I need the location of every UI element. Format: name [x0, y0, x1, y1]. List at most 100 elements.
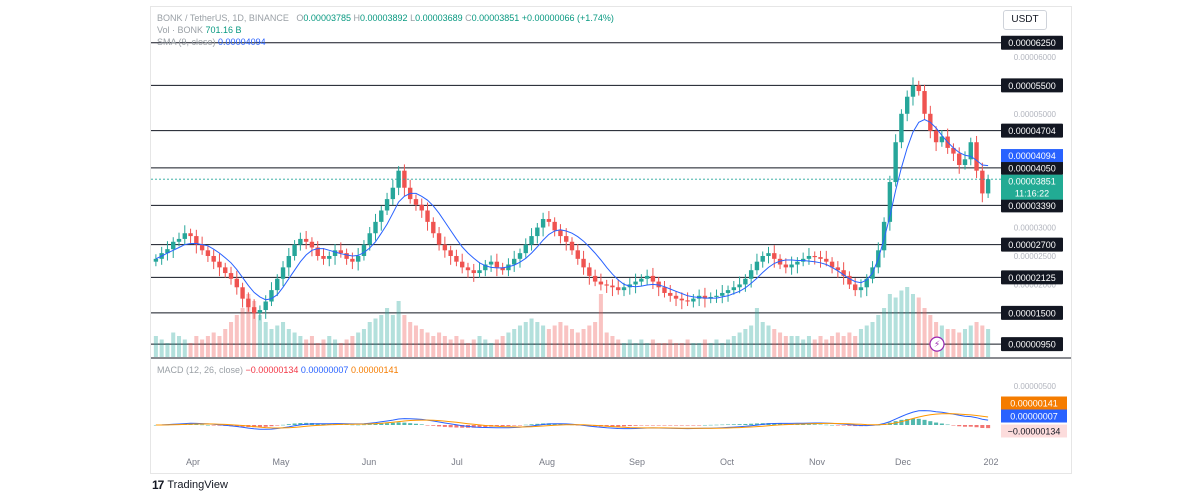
volume-bar: [830, 336, 835, 357]
candle-body: [309, 241, 315, 248]
volume-bar: [304, 339, 309, 357]
macd-label: MACD (12, 26, close): [157, 365, 244, 375]
candle-body: [373, 221, 378, 234]
candle-body: [864, 278, 869, 288]
candle-body: [171, 241, 176, 250]
volume-bar: [315, 343, 320, 357]
candle-body: [483, 264, 488, 271]
x-tick-label: Jul: [451, 457, 463, 467]
candle-body: [980, 170, 985, 194]
macd-histogram-bar: [281, 424, 286, 426]
y-tick-label: 0.00006000: [1014, 53, 1057, 62]
candle-body: [454, 255, 459, 262]
y-tick-label: 0.00005000: [1014, 110, 1057, 119]
volume-bar: [483, 339, 488, 357]
price-chart-svg[interactable]: 0.00006000 0.00005000 0.00003000 0.00002500…: [151, 7, 1071, 473]
volume-bar: [361, 329, 366, 357]
volume-bar: [957, 332, 962, 357]
volume-bar: [321, 339, 326, 357]
candle-body: [477, 270, 482, 274]
volume-bar: [356, 332, 361, 357]
candle-body: [153, 258, 159, 262]
sma-label: SMA (9, close): [157, 37, 216, 47]
volume-bar: [951, 329, 956, 357]
candle-body: [350, 258, 355, 262]
macd-histogram-bar: [402, 422, 407, 425]
candle-body: [893, 142, 898, 183]
candle-body: [303, 238, 309, 242]
macd-histogram-bar: [772, 423, 777, 425]
level-tag: [1001, 123, 1063, 138]
tradingview-mark-icon: 17: [152, 478, 164, 492]
volume-bar: [986, 329, 991, 357]
macd-line: [155, 410, 989, 430]
macd-histogram-bar: [928, 421, 933, 425]
candle-body: [691, 298, 696, 302]
candle-body: [355, 255, 361, 262]
candle-body: [985, 179, 991, 194]
volume-bar: [338, 343, 343, 357]
macd-histogram-bar: [211, 425, 216, 426]
close-value: 0.00003851: [471, 13, 520, 23]
candle-body: [517, 253, 523, 259]
macd-histogram-bar: [292, 423, 297, 425]
macd-histogram-bar: [639, 425, 644, 426]
candle-body: [280, 267, 286, 279]
volume-bar: [558, 322, 563, 357]
level-tag-label: 0.00006250: [1008, 38, 1056, 48]
candle-body: [598, 281, 604, 285]
candle-body: [246, 298, 251, 308]
macd-histogram-bar: [373, 423, 378, 425]
candle-body: [448, 250, 453, 256]
volume-bar: [373, 318, 378, 357]
candle-body: [500, 267, 505, 271]
macd-histogram-bar: [812, 424, 817, 425]
volume-bar: [882, 308, 887, 357]
volume-bar: [194, 336, 199, 357]
candle-body: [858, 287, 864, 291]
volume-bar: [604, 332, 609, 357]
volume-bar: [645, 343, 650, 357]
currency-selector[interactable]: USDT: [1003, 10, 1047, 30]
macd-histogram-bar: [737, 424, 742, 425]
candle-body: [396, 170, 401, 188]
macd-histogram-bar: [431, 425, 436, 426]
tradingview-logo[interactable]: 17 TradingView: [152, 478, 228, 492]
low-value: 0.00003689: [415, 13, 463, 23]
candle-body: [939, 136, 945, 143]
macd-histogram-bar: [691, 425, 696, 426]
volume-bar: [367, 322, 372, 357]
volume-bar: [749, 325, 754, 357]
low-label: L: [410, 13, 416, 23]
volume-bar: [465, 343, 470, 357]
macd-histogram-bar: [876, 424, 881, 426]
price-tag-last-label: 0.00003851: [1008, 177, 1056, 187]
macd-histogram-bar: [275, 425, 280, 426]
candle-body: [760, 255, 765, 262]
macd-histogram-bar: [529, 424, 534, 425]
candle-body: [327, 255, 332, 259]
level-tag-label: 0.00002125: [1008, 273, 1056, 283]
macd-histogram-bar: [945, 424, 950, 426]
volume-bar: [275, 325, 280, 357]
candle-body: [569, 241, 575, 251]
macd-histogram-bar: [905, 418, 910, 425]
volume-bar: [587, 325, 592, 357]
macd-histogram-bar: [633, 425, 638, 426]
candle-body: [575, 250, 580, 259]
candle-body: [459, 261, 465, 268]
chart-panel[interactable]: 0.00006000 0.00005000 0.00003000 0.00002500…: [150, 6, 1072, 474]
volume-bar: [801, 339, 806, 357]
volume-bar: [159, 339, 164, 357]
macd-histogram-bar: [454, 425, 459, 428]
candle-body: [835, 267, 841, 271]
volume-bar: [847, 332, 852, 357]
macd-histogram-bar: [194, 424, 199, 425]
macd-hist-value: −0.00000134: [245, 365, 299, 375]
price-tag-countdown-label: 11:16:22: [1015, 189, 1049, 199]
volume-bar: [841, 336, 846, 357]
candle-body: [616, 287, 621, 291]
volume-bar: [494, 339, 499, 357]
candle-body: [425, 210, 430, 222]
volume-bar: [419, 329, 424, 357]
